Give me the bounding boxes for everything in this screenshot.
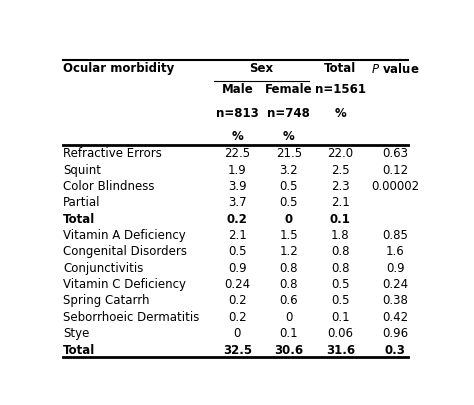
Text: 0.8: 0.8	[280, 277, 298, 290]
Text: 0.96: 0.96	[383, 326, 409, 339]
Text: Total: Total	[324, 62, 356, 75]
Text: 0.8: 0.8	[280, 261, 298, 274]
Text: Female: Female	[265, 83, 313, 96]
Text: 3.9: 3.9	[228, 179, 247, 192]
Text: 0.9: 0.9	[386, 261, 405, 274]
Text: 0.5: 0.5	[280, 179, 298, 192]
Text: Vitamin A Deficiency: Vitamin A Deficiency	[63, 228, 186, 241]
Text: %: %	[283, 130, 295, 143]
Text: Refractive Errors: Refractive Errors	[63, 147, 162, 160]
Text: 0.06: 0.06	[327, 326, 353, 339]
Text: 1.6: 1.6	[386, 245, 405, 258]
Text: 0.1: 0.1	[330, 212, 351, 225]
Text: Vitamin C Deficiency: Vitamin C Deficiency	[63, 277, 186, 290]
Text: Seborrhoeic Dermatitis: Seborrhoeic Dermatitis	[63, 310, 199, 323]
Text: 0.5: 0.5	[228, 245, 246, 258]
Text: Total: Total	[63, 212, 95, 225]
Text: 0.1: 0.1	[331, 310, 350, 323]
Text: 30.6: 30.6	[274, 343, 303, 356]
Text: Partial: Partial	[63, 196, 100, 209]
Text: Ocular morbidity: Ocular morbidity	[63, 62, 174, 75]
Text: 0.24: 0.24	[383, 277, 409, 290]
Text: 0.5: 0.5	[331, 294, 349, 307]
Text: 0: 0	[285, 310, 292, 323]
Text: 0.85: 0.85	[383, 228, 408, 241]
Text: 0.5: 0.5	[280, 196, 298, 209]
Text: Color Blindness: Color Blindness	[63, 179, 155, 192]
Text: 2.3: 2.3	[331, 179, 350, 192]
Text: 0.8: 0.8	[331, 261, 349, 274]
Text: 32.5: 32.5	[223, 343, 252, 356]
Text: Sex: Sex	[249, 62, 273, 75]
Text: 2.1: 2.1	[331, 196, 350, 209]
Text: Male: Male	[221, 83, 253, 96]
Text: 1.5: 1.5	[280, 228, 298, 241]
Text: 31.6: 31.6	[326, 343, 355, 356]
Text: 22.0: 22.0	[327, 147, 353, 160]
Text: 0.2: 0.2	[228, 294, 247, 307]
Text: 0.00002: 0.00002	[371, 179, 419, 192]
Text: n=813: n=813	[216, 107, 259, 119]
Text: Total: Total	[63, 343, 95, 356]
Text: %: %	[231, 130, 243, 143]
Text: 0: 0	[285, 212, 293, 225]
Text: 0.2: 0.2	[228, 310, 247, 323]
Text: 0.9: 0.9	[228, 261, 247, 274]
Text: 3.2: 3.2	[280, 163, 298, 176]
Text: 21.5: 21.5	[276, 147, 302, 160]
Text: 0.8: 0.8	[331, 245, 349, 258]
Text: 0.63: 0.63	[383, 147, 409, 160]
Text: $\it{P}$ value: $\it{P}$ value	[371, 62, 419, 75]
Text: 0.38: 0.38	[383, 294, 408, 307]
Text: Squint: Squint	[63, 163, 101, 176]
Text: Stye: Stye	[63, 326, 89, 339]
Text: 0: 0	[234, 326, 241, 339]
Text: 0.24: 0.24	[224, 277, 250, 290]
Text: %: %	[334, 107, 346, 119]
Text: 0.2: 0.2	[227, 212, 248, 225]
Text: Conjunctivitis: Conjunctivitis	[63, 261, 143, 274]
Text: 0.6: 0.6	[280, 294, 298, 307]
Text: n=1561: n=1561	[315, 83, 366, 96]
Text: 0.12: 0.12	[383, 163, 409, 176]
Text: 1.2: 1.2	[280, 245, 298, 258]
Text: n=748: n=748	[267, 107, 310, 119]
Text: 0.1: 0.1	[280, 326, 298, 339]
Text: Spring Catarrh: Spring Catarrh	[63, 294, 149, 307]
Text: 1.8: 1.8	[331, 228, 350, 241]
Text: 0.42: 0.42	[383, 310, 409, 323]
Text: 0.5: 0.5	[331, 277, 349, 290]
Text: 2.1: 2.1	[228, 228, 247, 241]
Text: Congenital Disorders: Congenital Disorders	[63, 245, 187, 258]
Text: 1.9: 1.9	[228, 163, 247, 176]
Text: 0.3: 0.3	[385, 343, 406, 356]
Text: 3.7: 3.7	[228, 196, 247, 209]
Text: 22.5: 22.5	[224, 147, 250, 160]
Text: 2.5: 2.5	[331, 163, 350, 176]
